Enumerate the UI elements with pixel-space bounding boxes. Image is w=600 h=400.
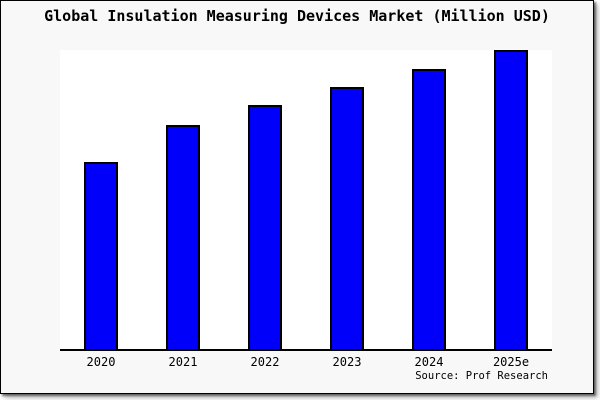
source-credit: Source: Prof Research [415,370,548,382]
bar-slot [224,50,306,349]
bar-2025e [494,50,528,349]
x-tick-label-2021: 2021 [168,355,198,369]
x-tick-label-2025e: 2025e [492,355,530,369]
bar-slot [306,50,388,349]
x-tick-label-2020: 2020 [86,355,116,369]
x-tick-label-2023: 2023 [332,355,362,369]
chart-title: Global Insulation Measuring Devices Mark… [44,7,550,25]
bar-2021 [166,124,200,349]
chart-frame: Global Insulation Measuring Devices Mark… [0,0,594,394]
bar-slot [60,50,142,349]
bar-2024 [412,68,446,349]
bar-2020 [84,161,118,349]
x-tick-label-2022: 2022 [250,355,280,369]
plot-area [60,50,552,351]
bar-2023 [330,86,364,349]
bar-slot [142,50,224,349]
x-axis-labels: 2020 2021 2022 2023 2024 2025e [60,355,552,369]
bar-2022 [248,104,282,349]
bar-slot [470,50,552,349]
x-tick-label-2024: 2024 [414,355,444,369]
bar-slot [388,50,470,349]
